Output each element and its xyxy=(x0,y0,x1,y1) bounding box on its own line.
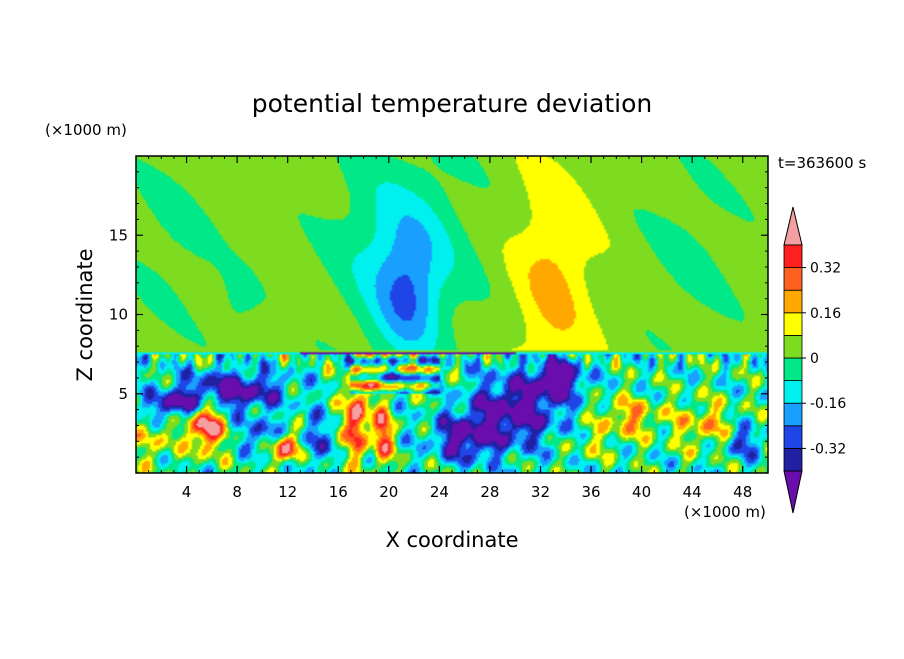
x-tick-label: 8 xyxy=(232,483,242,501)
time-label: t=363600 s xyxy=(778,154,866,172)
colorbar-segment xyxy=(783,334,803,359)
x-tick-label: 16 xyxy=(329,483,348,501)
x-tick-label: 24 xyxy=(430,483,449,501)
y-axis-unit: (×1000 m) xyxy=(45,121,127,139)
y-tick-label: 15 xyxy=(109,226,128,244)
y-axis-label: Z coordinate xyxy=(73,248,97,381)
colorbar-arrow-top xyxy=(783,206,803,246)
colorbar-segment xyxy=(783,380,803,404)
colorbar-segment xyxy=(783,447,803,472)
colorbar-segment xyxy=(783,312,803,336)
x-tick-label: 48 xyxy=(733,483,752,501)
x-tick-label: 4 xyxy=(182,483,192,501)
x-tick-label: 32 xyxy=(531,483,550,501)
x-tick-label: 28 xyxy=(480,483,499,501)
plot-area xyxy=(135,155,769,474)
chart-title: potential temperature deviation xyxy=(252,89,652,118)
colorbar-label: -0.32 xyxy=(810,441,846,457)
x-axis-label: X coordinate xyxy=(385,528,518,552)
colorbar-label: -0.16 xyxy=(810,396,846,412)
colorbar-segment xyxy=(783,425,803,449)
y-axis-ticks: 5 10 15 xyxy=(109,171,768,458)
colorbar-label: 0.32 xyxy=(810,261,841,277)
x-tick-label: 40 xyxy=(632,483,651,501)
colorbar-segment xyxy=(783,289,803,314)
x-axis-ticks: 4 8 12 16 20 24 28 32 36 40 44 48 xyxy=(148,156,756,501)
heatmap-field xyxy=(136,156,768,473)
x-tick-label: 44 xyxy=(683,483,702,501)
y-tick-label: 10 xyxy=(109,306,128,324)
colorbar-segment xyxy=(783,402,803,427)
x-tick-label: 12 xyxy=(278,483,297,501)
x-tick-label: 36 xyxy=(581,483,600,501)
y-tick-label: 5 xyxy=(118,385,128,403)
colorbar-segment xyxy=(783,267,803,291)
colorbar-segment xyxy=(783,244,803,269)
x-tick-label: 20 xyxy=(379,483,398,501)
x-axis-unit: (×1000 m) xyxy=(684,503,766,521)
colorbar-label: 0 xyxy=(810,351,819,367)
colorbar-segment xyxy=(783,357,803,382)
colorbar: 0.32 0.16 0 -0.16 -0.32 xyxy=(783,206,846,514)
colorbar-label: 0.16 xyxy=(810,306,841,322)
colorbar-arrow-bottom xyxy=(783,470,803,514)
